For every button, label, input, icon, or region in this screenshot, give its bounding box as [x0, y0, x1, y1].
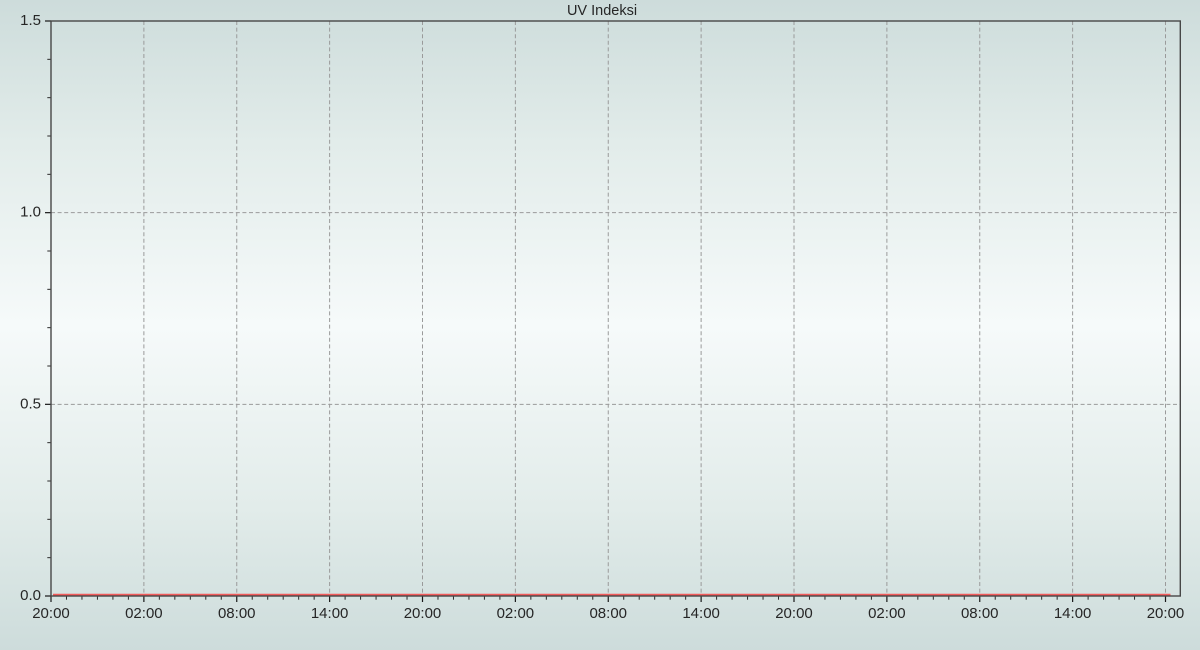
svg-text:14:00: 14:00 — [682, 605, 720, 622]
svg-text:20:00: 20:00 — [775, 605, 813, 622]
svg-text:1.5: 1.5 — [20, 12, 41, 29]
svg-text:0.5: 0.5 — [20, 395, 41, 412]
svg-text:0.0: 0.0 — [20, 587, 41, 604]
svg-text:08:00: 08:00 — [961, 605, 999, 622]
svg-text:14:00: 14:00 — [1054, 605, 1092, 622]
svg-text:20:00: 20:00 — [404, 605, 442, 622]
svg-text:20:00: 20:00 — [32, 605, 70, 622]
svg-text:02:00: 02:00 — [125, 605, 163, 622]
svg-text:14:00: 14:00 — [311, 605, 349, 622]
svg-text:08:00: 08:00 — [218, 605, 256, 622]
svg-text:02:00: 02:00 — [868, 605, 906, 622]
svg-text:02:00: 02:00 — [497, 605, 535, 622]
svg-text:1.0: 1.0 — [20, 204, 41, 221]
svg-text:UV Indeksi: UV Indeksi — [567, 3, 637, 19]
svg-text:20:00: 20:00 — [1147, 605, 1185, 622]
svg-text:08:00: 08:00 — [589, 605, 627, 622]
